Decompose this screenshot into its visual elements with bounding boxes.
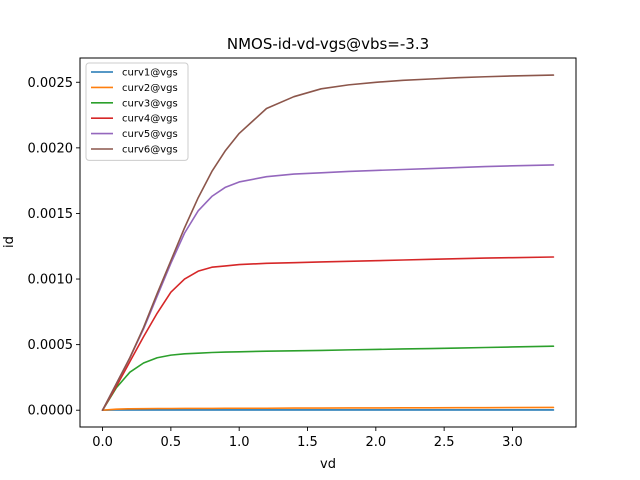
legend-label-3: curv3@vgs <box>122 98 178 109</box>
chart-title: NMOS-id-vd-vgs@vbs=-3.3 <box>227 35 429 53</box>
x-tick-label: 2.0 <box>365 435 386 450</box>
series-line-4 <box>101 256 555 412</box>
plot-lines <box>101 74 555 412</box>
y-axis: 0.0000 0.0005 0.0010 0.0015 0.0020 0.0025 <box>28 76 80 419</box>
y-axis-title: id <box>2 236 17 248</box>
plot-frame <box>79 57 577 428</box>
x-tick-label: 1.0 <box>229 435 250 450</box>
x-tick-label: 0.5 <box>161 435 182 450</box>
legend-label-4: curv4@vgs <box>122 114 178 125</box>
y-tick-label: 0.0005 <box>28 338 74 353</box>
legend-label-2: curv2@vgs <box>122 83 178 94</box>
legend-label-6: curv6@vgs <box>122 145 178 156</box>
x-tick-label: 1.5 <box>297 435 318 450</box>
y-tick-label: 0.0020 <box>28 141 74 156</box>
legend-label-1: curv1@vgs <box>122 68 178 79</box>
series-line-3 <box>101 345 555 412</box>
series-line-6 <box>101 74 555 412</box>
x-axis: 0.0 0.5 1.0 1.5 2.0 2.5 3.0 <box>92 427 523 450</box>
y-tick-label: 0.0010 <box>28 273 74 288</box>
legend: curv1@vgs curv2@vgs curv3@vgs curv4@vgs curv… <box>85 62 189 161</box>
legend-label-5: curv5@vgs <box>122 129 178 140</box>
y-tick-label: 0.0000 <box>28 404 74 419</box>
x-tick-label: 0.0 <box>92 435 113 450</box>
y-tick-label: 0.0025 <box>28 76 74 91</box>
x-tick-label: 2.5 <box>434 435 455 450</box>
x-axis-title: vd <box>320 457 336 472</box>
y-tick-label: 0.0015 <box>28 207 74 222</box>
series-line-2 <box>101 406 555 412</box>
x-tick-label: 3.0 <box>502 435 523 450</box>
